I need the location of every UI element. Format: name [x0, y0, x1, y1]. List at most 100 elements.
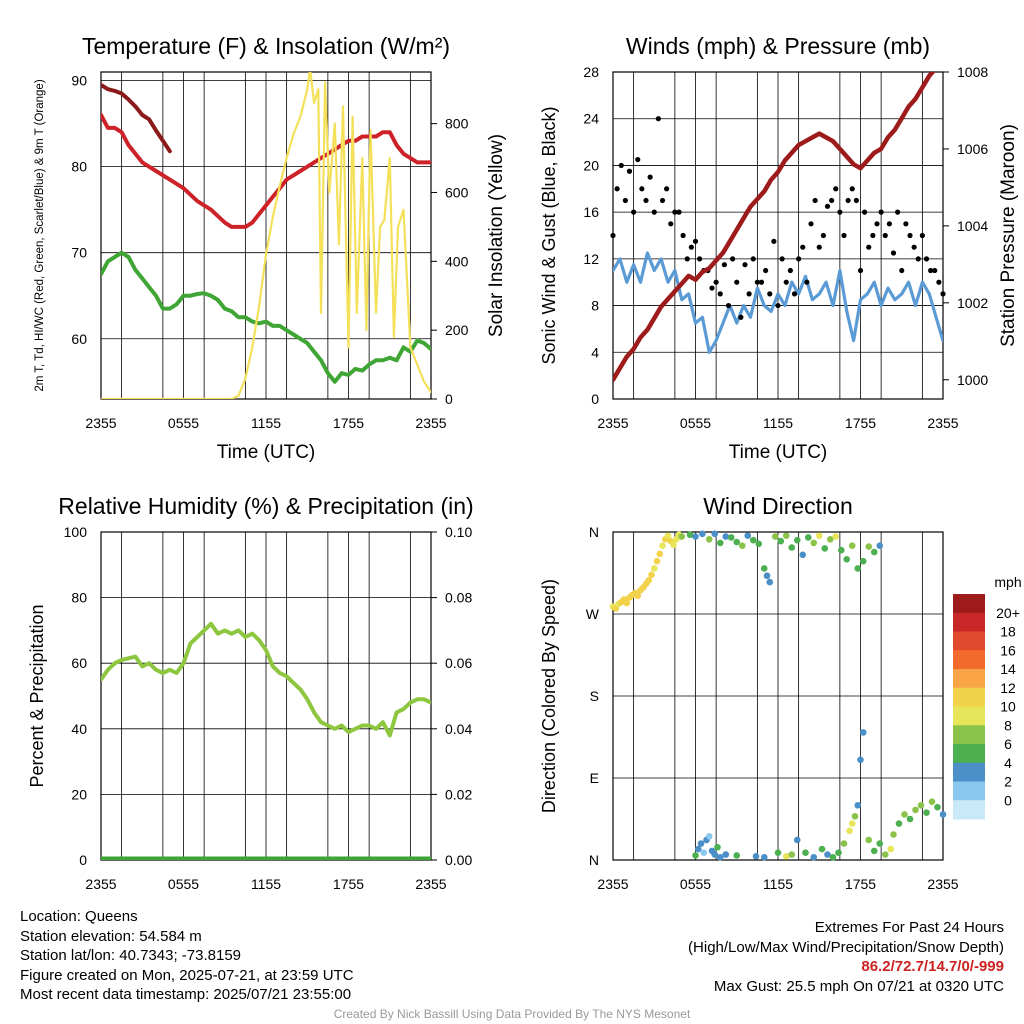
direction-point — [887, 845, 895, 853]
colorbar-swatch — [953, 762, 985, 782]
gust-point — [857, 267, 864, 274]
direction-point — [656, 550, 664, 558]
gust-point — [771, 238, 777, 244]
y2-axis-label: Solar Insolation (Yellow) — [486, 134, 507, 337]
colorbar-swatch — [953, 669, 985, 689]
x-tick-label: 0555 — [680, 876, 711, 892]
gust-point — [886, 221, 892, 227]
gust-point — [754, 279, 760, 285]
colorbar-swatch — [953, 687, 985, 707]
direction-point — [854, 565, 862, 572]
heat_index-line — [101, 82, 172, 154]
direction-point — [692, 533, 699, 540]
gust-point — [709, 285, 715, 291]
x-tick-label: 1755 — [845, 876, 876, 892]
y2-axis-label: Station Pressure (Maroon) — [998, 124, 1019, 347]
gust-point — [767, 291, 773, 297]
y-axis-label: Direction (Colored By Speed) — [539, 579, 559, 813]
y2-tick-label: 1002 — [957, 295, 988, 311]
gust-point — [626, 168, 633, 174]
gust-point — [721, 262, 727, 268]
x-tick-label: 1755 — [333, 876, 364, 892]
direction-point — [917, 802, 925, 809]
x-tick-label: 1755 — [333, 415, 364, 431]
gust-point — [808, 221, 814, 227]
y2-tick-label: 0.10 — [445, 524, 472, 540]
chart-title: Temperature (F) & Insolation (W/m²) — [82, 33, 450, 59]
x-tick-label: 0555 — [168, 415, 199, 431]
chart-title: Winds (mph) & Pressure (mb) — [626, 33, 930, 59]
gust-point — [837, 209, 843, 215]
y-tick-label: 20 — [71, 786, 87, 802]
direction-point — [760, 853, 768, 861]
colorbar-label: 16 — [1000, 642, 1016, 658]
colorbar-label: 10 — [1000, 699, 1016, 715]
direction-point — [901, 811, 908, 818]
gust-point — [890, 250, 897, 256]
direction-point — [799, 551, 807, 559]
gust-point — [697, 256, 703, 262]
y-tick-label: 20 — [583, 157, 599, 173]
direction-point — [876, 542, 884, 549]
y-tick-label: 60 — [71, 655, 87, 671]
direction-point — [846, 827, 853, 835]
direction-point — [840, 840, 848, 847]
gust-point — [791, 291, 798, 297]
gust-point — [820, 232, 826, 239]
x-axis-label: Time (UTC) — [729, 442, 828, 463]
x-tick-label: 2355 — [597, 876, 628, 892]
y2-tick-label: 1008 — [957, 64, 988, 80]
colorbar-label: 12 — [1000, 680, 1016, 696]
gust-point — [614, 186, 620, 192]
direction-point — [760, 565, 768, 572]
direction-point — [934, 803, 941, 811]
y2-tick-label: 0.00 — [445, 852, 472, 868]
gust-point — [775, 302, 781, 309]
x-tick-label: 1155 — [763, 876, 793, 892]
gust-point — [816, 244, 822, 250]
gust-point — [643, 197, 649, 204]
y-tick-label: 4 — [591, 344, 599, 360]
direction-point — [777, 537, 785, 545]
direction-point — [810, 539, 818, 547]
gust-point — [932, 267, 938, 274]
x-tick-label: 1155 — [251, 876, 281, 892]
direction-point — [752, 853, 760, 860]
dewpoint-line — [101, 250, 431, 384]
direction-point — [829, 853, 837, 861]
direction-point — [870, 548, 878, 556]
colorbar-label: 14 — [1000, 661, 1016, 677]
colorbar-title: mph — [994, 574, 1021, 590]
direction-point — [694, 845, 702, 853]
direction-point — [865, 836, 873, 844]
direction-point — [716, 539, 724, 547]
direction-point — [659, 542, 666, 549]
gust-point — [746, 291, 752, 297]
max-gust-label: Max Gust: 25.5 mph On 07/21 at 0320 UTC — [713, 977, 1004, 995]
gust-point — [911, 244, 917, 250]
gust-point — [783, 279, 789, 285]
direction-point — [793, 836, 801, 844]
gust-point — [829, 197, 835, 204]
y-tick-label: 40 — [71, 721, 87, 737]
y-tick-label: N — [589, 524, 599, 540]
y-tick-label: W — [586, 606, 600, 622]
y-tick-label: 0 — [79, 852, 87, 868]
colorbar-swatch — [953, 594, 985, 614]
x-tick-label: 0555 — [680, 415, 711, 431]
plot-frame — [612, 531, 944, 861]
colorbar-label: 2 — [1004, 774, 1012, 790]
direction-point — [648, 571, 655, 579]
gust-point — [800, 244, 806, 250]
direction-point — [744, 532, 752, 539]
direction-point — [733, 852, 741, 859]
x-tick-label: 2355 — [927, 876, 958, 892]
direction-point — [766, 578, 774, 586]
x-tick-label: 2355 — [927, 415, 958, 431]
y2-tick-label: 800 — [445, 116, 469, 132]
plot-frame — [100, 71, 432, 400]
y2-tick-label: 200 — [445, 322, 469, 338]
recent-label: Most recent data timestamp: 2025/07/21 2… — [20, 986, 352, 1003]
direction-point — [686, 531, 694, 539]
